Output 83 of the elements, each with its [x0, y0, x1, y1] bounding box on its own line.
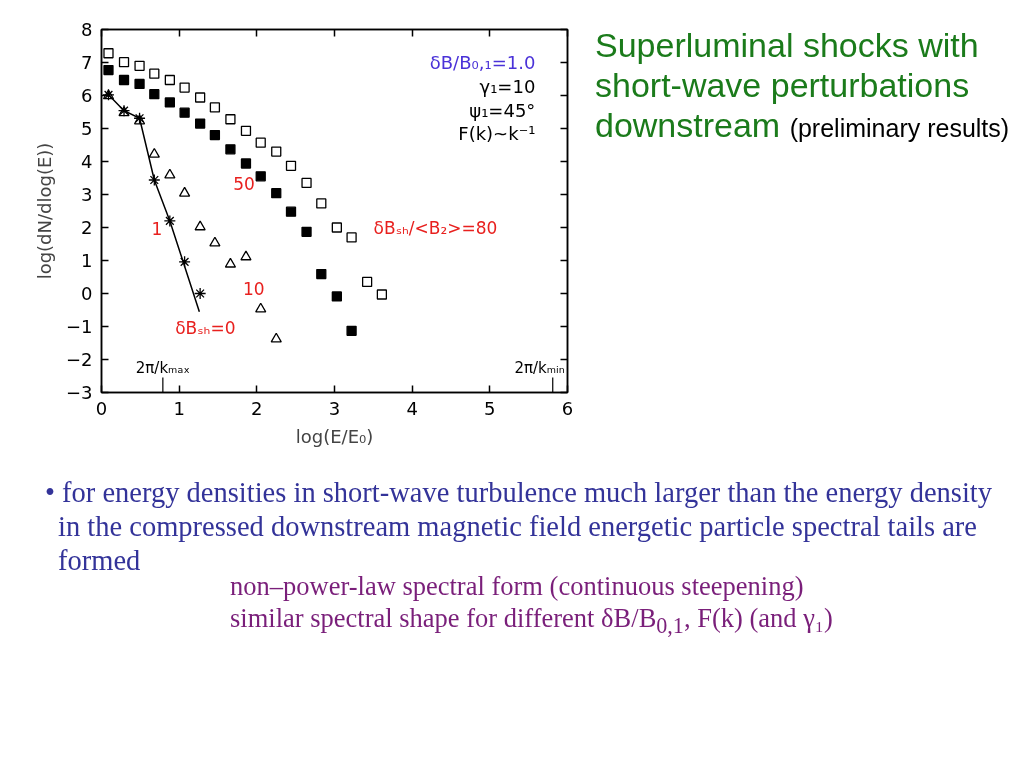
point	[194, 92, 206, 103]
point	[209, 129, 221, 141]
point	[331, 222, 342, 233]
point	[194, 220, 206, 231]
point	[103, 64, 114, 76]
point	[376, 289, 388, 300]
ref-line-label: 2π/kₘₐₓ	[135, 358, 190, 377]
y-tick-label: 7	[81, 52, 93, 73]
x-tick-label: 3	[328, 397, 341, 419]
point	[301, 226, 312, 237]
point	[301, 177, 312, 189]
point	[149, 68, 160, 79]
point	[164, 74, 175, 86]
x-tick-label: 2	[251, 397, 263, 419]
point	[163, 214, 176, 228]
ref-line-label: 2π/kₘᵢₙ	[514, 358, 565, 377]
point	[164, 97, 175, 108]
point	[209, 236, 221, 247]
point	[149, 89, 160, 100]
x-axis-title: log(E/E₀)	[295, 425, 374, 447]
y-tick-label: 1	[81, 250, 93, 271]
y-tick-label: 6	[81, 85, 93, 106]
point	[255, 302, 267, 313]
point	[225, 114, 236, 125]
y-tick-label: 5	[81, 118, 93, 139]
point	[178, 186, 191, 197]
point	[240, 158, 252, 169]
x-tick-label: 6	[561, 397, 574, 419]
x-tick-label: 5	[484, 397, 496, 419]
point	[285, 206, 297, 217]
point	[270, 332, 282, 343]
annotation: F(k)~k⁻¹	[458, 123, 536, 145]
point	[240, 250, 252, 261]
x-tick-label: 0	[95, 397, 108, 419]
text: (preliminary results)	[789, 114, 1010, 142]
y-tick-label: 2	[81, 217, 93, 238]
point	[134, 78, 145, 90]
point	[193, 287, 207, 300]
y-tick-label: 3	[81, 184, 93, 205]
series-label: δBₛₕ/<B₂>=80	[373, 218, 498, 239]
point	[346, 325, 357, 336]
point	[118, 74, 130, 86]
y-tick-label: −3	[65, 382, 93, 403]
point	[316, 198, 327, 209]
x-tick-label: 1	[173, 397, 185, 419]
point	[255, 171, 266, 182]
point	[224, 257, 237, 268]
point	[346, 232, 357, 243]
point	[331, 291, 342, 302]
series-label: 1	[151, 219, 163, 240]
point	[225, 144, 236, 155]
point	[178, 255, 191, 268]
point	[240, 125, 252, 136]
series-label: 10	[242, 278, 265, 299]
point	[179, 82, 190, 93]
y-tick-label: 8	[81, 19, 93, 40]
point	[179, 107, 190, 118]
y-tick-label: 4	[81, 151, 93, 172]
series-label: 50	[233, 173, 255, 194]
point	[118, 57, 130, 68]
point	[316, 268, 327, 280]
annotation: δB/B₀,₁=1.0	[429, 52, 536, 74]
y-axis-title: log(dN/dlog(E))	[33, 142, 55, 280]
point	[148, 147, 160, 158]
y-tick-label: −2	[65, 349, 93, 370]
text: similar spectral shape for different δB/B$_{0,1}$, F(k) (and γ₁)	[229, 602, 834, 641]
point	[271, 146, 282, 157]
x-tick-label: 4	[406, 397, 418, 419]
point	[134, 60, 145, 71]
series-label: δBₛₕ=0	[175, 317, 236, 338]
point	[209, 102, 221, 113]
point	[103, 48, 114, 59]
annotation: ψ₁=45°	[469, 99, 536, 121]
y-tick-label: 0	[81, 283, 93, 304]
point	[361, 276, 373, 288]
point	[285, 160, 297, 171]
point	[164, 168, 176, 179]
point	[194, 118, 206, 129]
point	[148, 173, 161, 187]
point	[255, 137, 266, 148]
y-tick-label: −1	[65, 316, 93, 337]
point	[271, 188, 282, 199]
annotation: γ₁=10	[479, 75, 536, 97]
